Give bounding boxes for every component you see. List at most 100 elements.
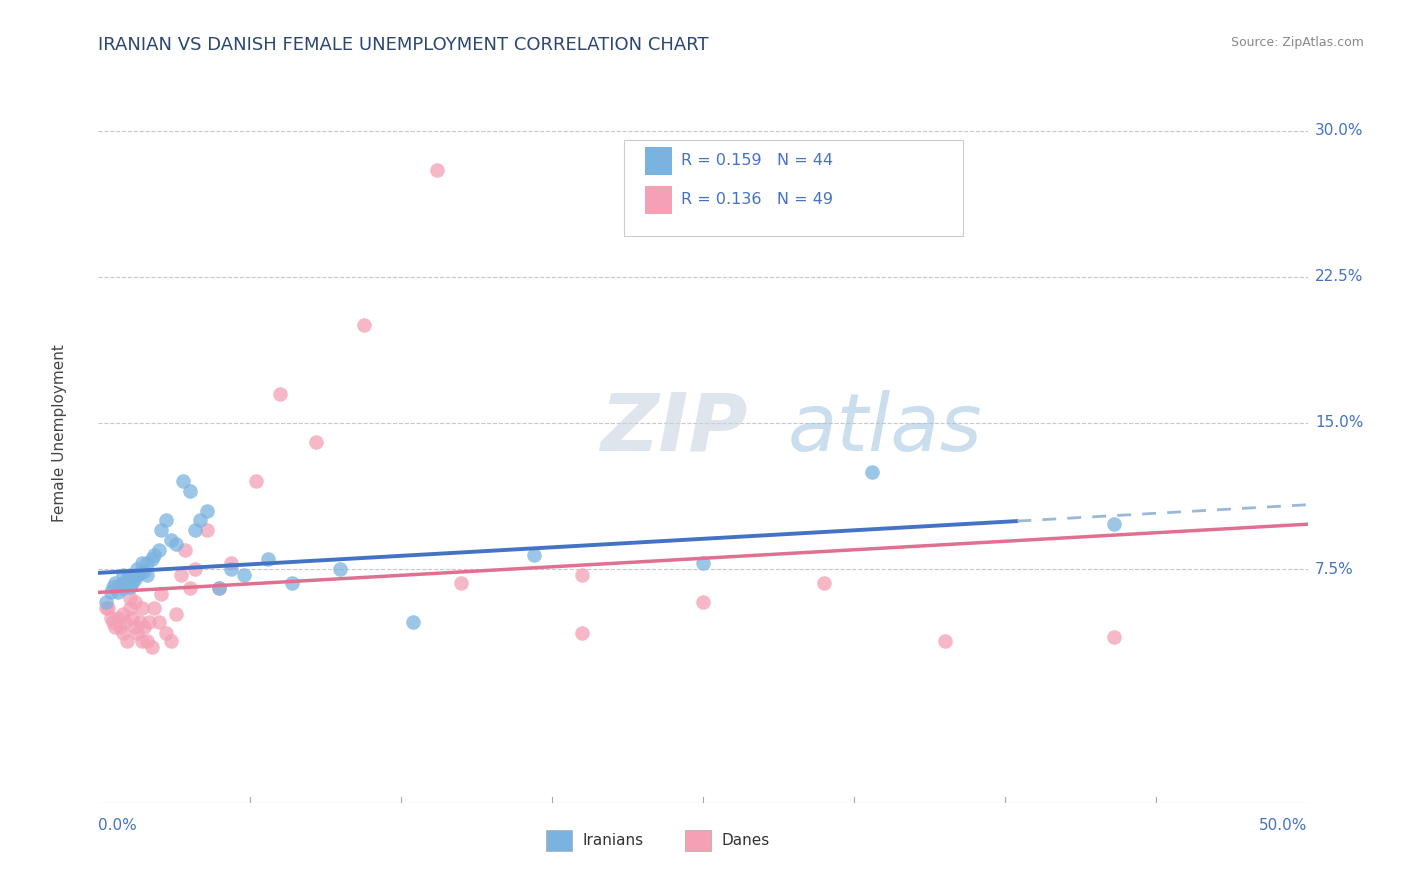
Point (221, 556, 243, 570)
Point (135, 634, 157, 648)
Point (160, 634, 183, 648)
Point (101, 580, 124, 594)
Point (121, 575, 143, 590)
Text: 22.5%: 22.5% (1315, 269, 1364, 285)
Point (124, 620, 146, 634)
Point (208, 582, 231, 596)
Point (195, 503, 218, 517)
Text: IRANIAN VS DANISH FEMALE UNEMPLOYMENT CORRELATION CHART: IRANIAN VS DANISH FEMALE UNEMPLOYMENT CO… (98, 36, 709, 54)
Point (692, 595, 714, 609)
Point (148, 542, 170, 557)
Point (692, 556, 714, 570)
Text: 50.0%: 50.0% (1260, 818, 1308, 833)
Point (450, 575, 472, 590)
Point (134, 564, 156, 578)
Point (118, 567, 141, 582)
Point (143, 601, 166, 615)
FancyBboxPatch shape (645, 186, 672, 214)
Point (94, 601, 117, 615)
Point (155, 513, 177, 527)
Point (208, 582, 231, 596)
Text: 30.0%: 30.0% (1315, 123, 1364, 138)
Point (148, 615, 170, 629)
Point (127, 626, 149, 640)
Point (179, 582, 201, 596)
Point (94, 595, 117, 609)
Point (353, 318, 375, 333)
Point (134, 620, 156, 634)
Point (104, 620, 127, 634)
Text: Female Unemployment: Female Unemployment (52, 343, 67, 522)
Point (169, 567, 191, 582)
Text: 0.0%: 0.0% (98, 818, 138, 833)
Point (117, 572, 139, 586)
Text: Danes: Danes (721, 833, 769, 848)
Point (128, 566, 150, 580)
Point (195, 523, 218, 537)
Point (221, 562, 243, 576)
Text: R = 0.159   N = 44: R = 0.159 N = 44 (682, 153, 834, 168)
Point (141, 552, 163, 566)
Text: R = 0.136   N = 49: R = 0.136 N = 49 (682, 192, 834, 207)
Point (305, 435, 328, 450)
Point (101, 615, 124, 629)
Point (179, 484, 201, 499)
Point (184, 523, 207, 537)
Point (269, 386, 291, 401)
Point (1102, 630, 1125, 644)
Point (232, 567, 254, 582)
Point (104, 575, 127, 590)
Point (108, 577, 131, 591)
Point (143, 549, 166, 563)
Point (860, 465, 883, 479)
Point (124, 595, 146, 609)
FancyBboxPatch shape (546, 830, 572, 851)
Point (121, 610, 143, 624)
Point (107, 585, 129, 599)
Point (128, 615, 150, 629)
Point (111, 582, 134, 596)
Point (131, 634, 153, 648)
Point (1102, 517, 1125, 532)
Point (111, 607, 134, 621)
Point (118, 591, 141, 606)
Point (118, 601, 141, 615)
Point (100, 585, 122, 599)
Point (188, 513, 211, 527)
Point (571, 626, 593, 640)
Point (100, 610, 122, 624)
Text: atlas: atlas (787, 390, 983, 468)
Point (150, 587, 173, 601)
Point (118, 580, 141, 594)
Point (138, 615, 160, 629)
Point (155, 626, 177, 640)
Point (111, 626, 134, 640)
Point (523, 549, 546, 563)
Point (165, 536, 187, 550)
Point (165, 607, 187, 621)
Point (256, 552, 278, 566)
Text: Source: ZipAtlas.com: Source: ZipAtlas.com (1230, 36, 1364, 49)
Point (131, 556, 153, 570)
Point (329, 562, 352, 576)
Point (160, 533, 183, 547)
Point (111, 567, 134, 582)
Point (135, 556, 157, 570)
Point (245, 475, 267, 489)
Point (934, 634, 956, 648)
Point (281, 575, 304, 590)
Point (107, 610, 129, 624)
Text: ZIP: ZIP (600, 390, 748, 468)
Point (571, 567, 593, 582)
Point (426, 162, 449, 177)
FancyBboxPatch shape (685, 830, 711, 851)
FancyBboxPatch shape (624, 140, 963, 236)
Point (174, 542, 197, 557)
Point (127, 562, 149, 576)
Point (127, 567, 149, 582)
Point (114, 575, 136, 590)
FancyBboxPatch shape (645, 147, 672, 175)
Point (150, 523, 173, 537)
Point (813, 575, 835, 590)
Point (131, 601, 153, 615)
